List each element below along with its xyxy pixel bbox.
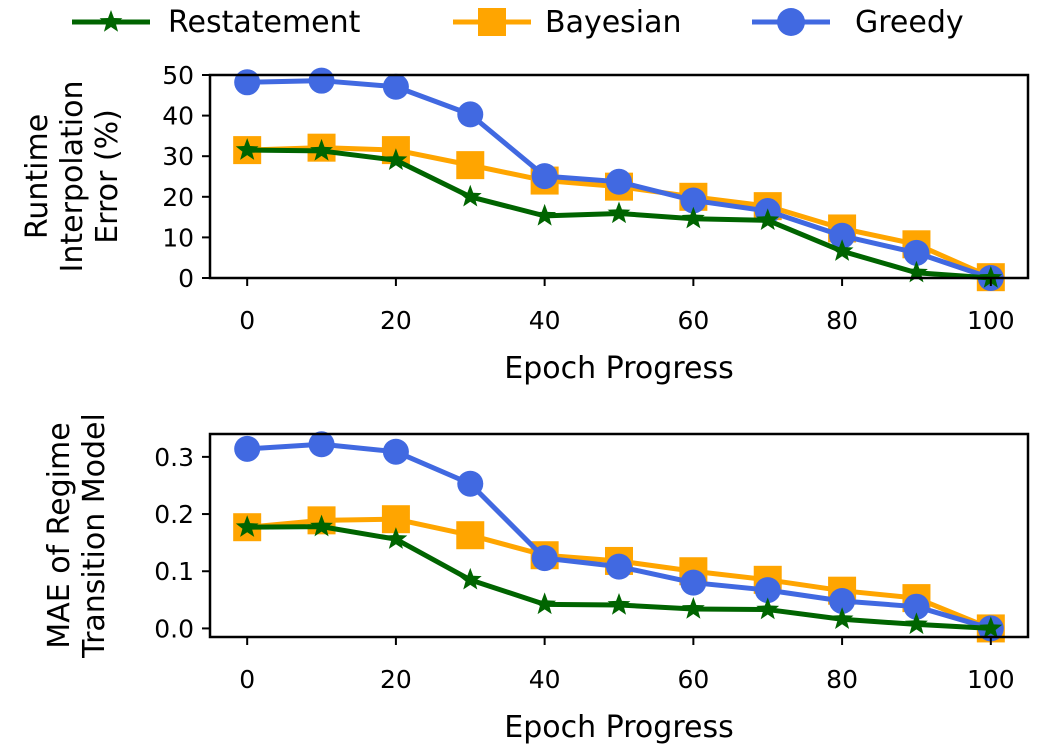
top-point-restatement-70 <box>756 208 780 231</box>
legend-label-bayesian: Bayesian <box>545 5 682 40</box>
top-point-restatement-80 <box>830 239 854 261</box>
top-y-tick-label-1: 10 <box>162 223 194 252</box>
top-series-greedy <box>234 67 1004 291</box>
bottom-x-tick-label-0: 0 <box>239 665 255 694</box>
top-point-restatement-50 <box>607 201 631 224</box>
bottom-x-axis-label: Epoch Progress <box>504 710 733 745</box>
bottom-chart-panel: 0 20 40 60 80 100 0.0 0.1 0.2 0.3 Epoch Progress MA… <box>42 413 1030 745</box>
bottom-point-greedy-40 <box>531 545 558 572</box>
bottom-point-restatement-40 <box>533 592 557 615</box>
top-x-axis-label: Epoch Progress <box>504 351 733 386</box>
top-point-greedy-90 <box>903 239 930 266</box>
top-point-bayesian-30 <box>456 151 485 180</box>
bottom-point-restatement-100 <box>979 616 1003 639</box>
top-point-restatement-40 <box>533 203 557 226</box>
legend-label-greedy: Greedy <box>855 5 964 40</box>
bottom-point-restatement-10 <box>310 514 333 537</box>
legend-entry-bayesian: Bayesian <box>453 5 682 40</box>
top-point-greedy-40 <box>531 163 558 190</box>
bottom-x-tick-label-100: 100 <box>967 665 1015 694</box>
bottom-x-tick-label-60: 60 <box>677 665 709 694</box>
bottom-y-tick-label-3: 0.3 <box>154 443 194 472</box>
bottom-y-axis-label-line-1: MAE of Regime <box>42 422 77 648</box>
bottom-point-bayesian-30 <box>456 521 485 550</box>
top-x-tick-label-20: 20 <box>380 306 412 335</box>
legend-marker-greedy <box>777 8 805 36</box>
top-chart-panel: 0 20 40 60 80 100 0 10 20 30 40 50 Epoch Progress Run… <box>20 61 1030 386</box>
top-point-greedy-0 <box>234 69 261 96</box>
bottom-series-greedy <box>234 431 1004 642</box>
top-x-tick-label-80: 80 <box>826 306 858 335</box>
bottom-plot-area <box>233 431 1005 643</box>
legend-marker-restatement <box>99 10 123 32</box>
top-y-tick-label-0: 0 <box>178 264 194 293</box>
top-point-restatement-90 <box>905 260 928 283</box>
legend-marker-bayesian <box>478 8 506 36</box>
top-point-greedy-20 <box>382 73 409 100</box>
bottom-point-greedy-70 <box>754 577 781 604</box>
bottom-point-greedy-60 <box>680 569 707 596</box>
top-point-restatement-60 <box>681 206 705 229</box>
bottom-point-restatement-20 <box>384 527 408 549</box>
bottom-y-tick-label-0: 0.0 <box>154 614 194 643</box>
top-point-restatement-20 <box>384 148 408 170</box>
bottom-y-tick-label-2: 0.2 <box>154 500 194 529</box>
legend-entry-restatement: Restatement <box>72 5 361 40</box>
bottom-point-greedy-90 <box>903 593 930 620</box>
top-point-restatement-30 <box>458 184 482 207</box>
bottom-y-tick-label-1: 0.1 <box>154 557 194 586</box>
bottom-point-greedy-0 <box>234 435 261 462</box>
bottom-x-tick-label-40: 40 <box>529 665 561 694</box>
top-y-axis-label-line-1: Runtime <box>20 114 55 239</box>
bottom-point-restatement-90 <box>905 612 928 635</box>
bottom-point-restatement-50 <box>607 592 631 615</box>
top-y-tick-label-2: 20 <box>162 183 194 212</box>
top-point-greedy-60 <box>680 187 707 214</box>
top-y-axis-label-line-3: Error (%) <box>90 109 125 244</box>
top-point-greedy-80 <box>829 222 856 249</box>
top-point-greedy-10 <box>308 67 335 94</box>
bottom-y-axis-label-line-2: Transition Model <box>77 413 112 659</box>
bottom-point-restatement-60 <box>681 596 705 619</box>
top-point-restatement-0 <box>235 138 259 160</box>
top-x-tick-label-0: 0 <box>239 306 255 335</box>
top-x-tick-label-40: 40 <box>529 306 561 335</box>
bottom-series-restatement <box>235 514 1003 639</box>
bottom-point-restatement-0 <box>235 515 259 537</box>
top-y-tick-label-5: 50 <box>162 61 194 90</box>
top-series-restatement <box>235 138 1003 288</box>
top-y-tick-label-4: 40 <box>162 102 194 131</box>
top-y-axis-label-line-2: Interpolation <box>55 81 90 273</box>
bottom-point-greedy-50 <box>606 553 632 580</box>
bottom-point-greedy-30 <box>457 470 484 497</box>
bottom-point-greedy-10 <box>308 431 335 458</box>
top-plot-area <box>233 67 1005 292</box>
bottom-x-tick-label-20: 20 <box>380 665 412 694</box>
legend-entry-greedy: Greedy <box>752 5 964 40</box>
legend: Restatement Bayesian Greedy <box>72 5 964 40</box>
bottom-point-greedy-20 <box>382 438 409 465</box>
top-x-tick-label-60: 60 <box>677 306 709 335</box>
bottom-point-restatement-80 <box>830 607 854 629</box>
top-axes-frame <box>208 73 1030 280</box>
top-point-greedy-30 <box>457 101 484 128</box>
bottom-point-restatement-30 <box>458 567 482 590</box>
top-y-tick-label-3: 30 <box>162 142 194 171</box>
bottom-x-tick-label-80: 80 <box>826 665 858 694</box>
top-x-tick-label-100: 100 <box>967 306 1015 335</box>
bottom-axes-frame <box>208 432 1030 639</box>
legend-label-restatement: Restatement <box>168 5 361 40</box>
bottom-point-greedy-80 <box>829 587 856 614</box>
bottom-point-restatement-70 <box>756 597 780 620</box>
top-point-restatement-10 <box>310 138 333 161</box>
top-point-greedy-50 <box>606 168 632 195</box>
